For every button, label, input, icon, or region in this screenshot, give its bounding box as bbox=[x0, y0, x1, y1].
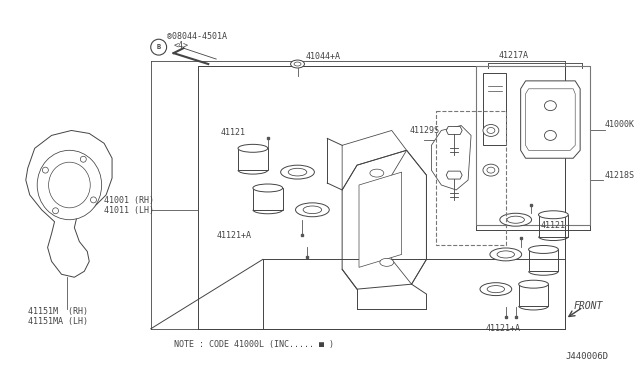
Circle shape bbox=[52, 208, 58, 214]
Bar bbox=[518, 284, 548, 306]
Text: <4>: <4> bbox=[173, 41, 189, 50]
Text: ®08044-4501A: ®08044-4501A bbox=[166, 32, 227, 41]
Circle shape bbox=[90, 197, 97, 203]
Text: 41218S: 41218S bbox=[605, 171, 635, 180]
Ellipse shape bbox=[380, 259, 394, 266]
Text: 41151MA (LH): 41151MA (LH) bbox=[28, 317, 88, 326]
Ellipse shape bbox=[238, 144, 268, 152]
Text: 41000K: 41000K bbox=[605, 121, 635, 129]
Ellipse shape bbox=[303, 206, 322, 214]
Text: 41044+A: 41044+A bbox=[305, 52, 340, 61]
Text: 41121: 41121 bbox=[220, 128, 245, 137]
Text: 41151M  (RH): 41151M (RH) bbox=[28, 307, 88, 316]
Ellipse shape bbox=[545, 131, 556, 140]
Ellipse shape bbox=[483, 164, 499, 176]
Polygon shape bbox=[446, 126, 462, 134]
Ellipse shape bbox=[487, 286, 504, 293]
Ellipse shape bbox=[529, 246, 558, 253]
Ellipse shape bbox=[518, 280, 548, 288]
Ellipse shape bbox=[281, 165, 314, 179]
Polygon shape bbox=[521, 81, 580, 158]
Bar bbox=[238, 148, 268, 170]
Circle shape bbox=[81, 156, 86, 162]
Text: 41129S: 41129S bbox=[410, 126, 440, 135]
Ellipse shape bbox=[507, 216, 524, 223]
Ellipse shape bbox=[49, 162, 90, 208]
Polygon shape bbox=[26, 131, 112, 277]
Text: NOTE : CODE 41000L (INC..... ■ ): NOTE : CODE 41000L (INC..... ■ ) bbox=[173, 340, 333, 349]
Ellipse shape bbox=[500, 213, 532, 226]
Ellipse shape bbox=[253, 184, 283, 192]
Bar bbox=[436, 110, 506, 244]
Text: B: B bbox=[157, 44, 161, 50]
Ellipse shape bbox=[370, 169, 384, 177]
Text: 41011 (LH): 41011 (LH) bbox=[104, 206, 154, 215]
Text: 41121+A: 41121+A bbox=[216, 231, 251, 240]
Bar bbox=[476, 66, 590, 225]
Text: 41121: 41121 bbox=[541, 221, 566, 230]
Text: 41001 (RH): 41001 (RH) bbox=[104, 196, 154, 205]
Circle shape bbox=[42, 167, 49, 173]
Ellipse shape bbox=[538, 211, 568, 219]
Polygon shape bbox=[446, 171, 462, 179]
Polygon shape bbox=[483, 73, 506, 145]
Ellipse shape bbox=[545, 101, 556, 110]
Ellipse shape bbox=[291, 60, 305, 68]
Text: 41217A: 41217A bbox=[499, 51, 529, 60]
Ellipse shape bbox=[480, 283, 512, 296]
Polygon shape bbox=[525, 89, 575, 150]
Ellipse shape bbox=[497, 251, 515, 258]
Ellipse shape bbox=[288, 168, 307, 176]
Polygon shape bbox=[359, 172, 402, 267]
Text: J440006D: J440006D bbox=[565, 352, 608, 360]
Text: FRONT: FRONT bbox=[573, 301, 603, 311]
Ellipse shape bbox=[296, 203, 329, 217]
Ellipse shape bbox=[37, 150, 102, 220]
Bar bbox=[253, 188, 283, 210]
Ellipse shape bbox=[483, 125, 499, 137]
Polygon shape bbox=[431, 125, 471, 190]
Bar bbox=[529, 250, 558, 271]
Bar bbox=[538, 215, 568, 237]
Text: 41121+A: 41121+A bbox=[486, 324, 521, 333]
Ellipse shape bbox=[490, 248, 522, 261]
